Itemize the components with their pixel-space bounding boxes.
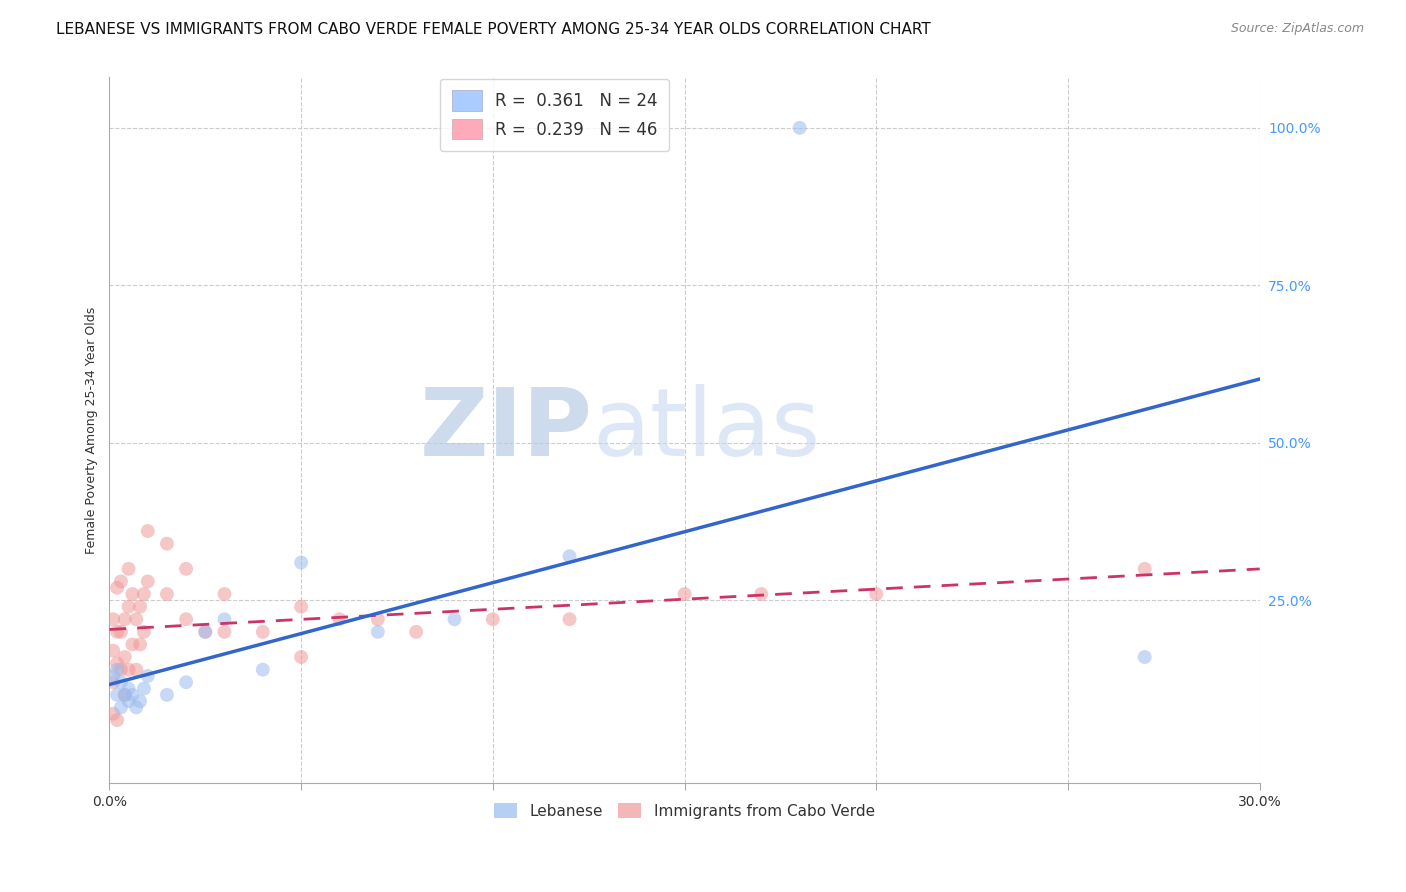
- Point: [405, 624, 427, 639]
- Point: [789, 120, 811, 135]
- Point: [117, 681, 139, 696]
- Point: [214, 612, 236, 626]
- Point: [174, 675, 197, 690]
- Point: [117, 663, 139, 677]
- Point: [125, 612, 148, 626]
- Point: [129, 599, 152, 614]
- Point: [174, 612, 197, 626]
- Point: [105, 624, 128, 639]
- Point: [105, 657, 128, 671]
- Point: [121, 587, 143, 601]
- Point: [114, 650, 136, 665]
- Point: [114, 688, 136, 702]
- Point: [125, 663, 148, 677]
- Point: [290, 650, 312, 665]
- Point: [194, 624, 217, 639]
- Point: [132, 681, 155, 696]
- Point: [129, 694, 152, 708]
- Point: [129, 637, 152, 651]
- Point: [558, 549, 581, 564]
- Point: [194, 624, 217, 639]
- Point: [328, 612, 350, 626]
- Point: [214, 624, 236, 639]
- Point: [114, 612, 136, 626]
- Point: [105, 713, 128, 727]
- Point: [865, 587, 887, 601]
- Point: [252, 624, 274, 639]
- Point: [136, 669, 159, 683]
- Point: [110, 700, 132, 714]
- Point: [558, 612, 581, 626]
- Text: LEBANESE VS IMMIGRANTS FROM CABO VERDE FEMALE POVERTY AMONG 25-34 YEAR OLDS CORR: LEBANESE VS IMMIGRANTS FROM CABO VERDE F…: [56, 22, 931, 37]
- Text: Source: ZipAtlas.com: Source: ZipAtlas.com: [1230, 22, 1364, 36]
- Point: [114, 688, 136, 702]
- Point: [105, 688, 128, 702]
- Point: [110, 624, 132, 639]
- Point: [367, 612, 389, 626]
- Point: [1133, 562, 1156, 576]
- Point: [156, 587, 179, 601]
- Point: [443, 612, 465, 626]
- Point: [103, 669, 125, 683]
- Legend: Lebanese, Immigrants from Cabo Verde: Lebanese, Immigrants from Cabo Verde: [488, 797, 880, 825]
- Point: [156, 536, 179, 550]
- Point: [156, 688, 179, 702]
- Point: [125, 700, 148, 714]
- Point: [103, 675, 125, 690]
- Text: ZIP: ZIP: [419, 384, 592, 476]
- Point: [132, 624, 155, 639]
- Point: [214, 587, 236, 601]
- Point: [673, 587, 696, 601]
- Point: [367, 624, 389, 639]
- Point: [252, 663, 274, 677]
- Point: [105, 663, 128, 677]
- Y-axis label: Female Poverty Among 25-34 Year Olds: Female Poverty Among 25-34 Year Olds: [86, 307, 98, 554]
- Point: [121, 688, 143, 702]
- Point: [290, 556, 312, 570]
- Point: [110, 574, 132, 589]
- Point: [121, 637, 143, 651]
- Point: [103, 644, 125, 658]
- Point: [136, 574, 159, 589]
- Point: [117, 694, 139, 708]
- Point: [132, 587, 155, 601]
- Point: [105, 581, 128, 595]
- Point: [174, 562, 197, 576]
- Point: [117, 599, 139, 614]
- Point: [1133, 650, 1156, 665]
- Point: [136, 524, 159, 538]
- Text: atlas: atlas: [592, 384, 821, 476]
- Point: [110, 675, 132, 690]
- Point: [749, 587, 772, 601]
- Point: [482, 612, 505, 626]
- Point: [117, 562, 139, 576]
- Point: [103, 612, 125, 626]
- Point: [103, 706, 125, 721]
- Point: [290, 599, 312, 614]
- Point: [110, 663, 132, 677]
